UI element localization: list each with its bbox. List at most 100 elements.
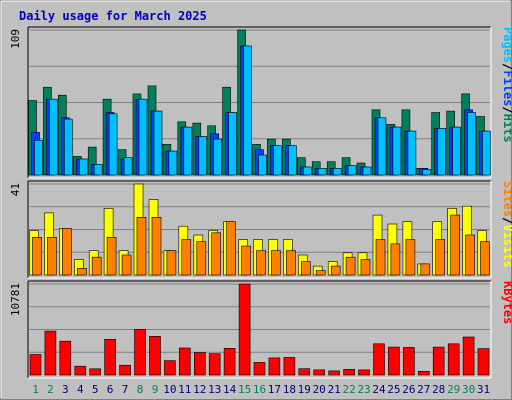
bar-sites-27 [420,263,431,276]
bar-sites-23 [360,259,371,276]
bar-sites-14 [226,221,236,276]
bar-kbytes-22 [343,368,355,376]
bar-sites-18 [286,250,296,276]
x-tick-label: 26 [402,383,415,396]
legend-item: Sites [501,181,512,217]
y-max-label: 41 [9,183,22,196]
x-tick-label: 22 [342,383,355,396]
x-tick-label: 19 [298,383,311,396]
bar-pages-24 [377,117,387,176]
legend-item: KBytes [501,281,512,324]
bar-pages-9 [153,110,163,176]
bar-kbytes-6 [104,338,116,376]
x-tick-label: 6 [107,383,114,396]
x-tick-label: 7 [122,383,129,396]
x-tick-label: 11 [178,383,191,396]
bar-pages-19 [302,166,312,176]
bar-sites-16 [256,250,266,276]
bar-sites-31 [480,241,490,276]
bar-pages-6 [108,113,118,176]
bar-pages-12 [198,136,208,176]
bar-sites-7 [121,254,132,276]
x-tick-label: 14 [223,383,237,396]
bar-kbytes-20 [313,369,326,376]
bar-kbytes-30 [462,336,475,376]
bar-sites-17 [271,250,281,276]
bar-pages-4 [79,158,88,176]
x-tick-label: 27 [417,383,430,396]
x-tick-label: 8 [137,383,144,396]
legend-item: Pages [501,27,512,63]
bar-pages-21 [332,168,342,176]
legend-item: Hits [501,114,512,143]
bar-kbytes-12 [194,352,206,376]
panel-visits-sites: 41 Sites/Visits [9,180,512,279]
bar-sites-2 [47,237,57,276]
x-tick-label: 4 [77,383,84,396]
bar-pages-11 [183,126,193,176]
bar-pages-27 [422,169,432,176]
bar-kbytes-26 [403,347,415,376]
x-tick-label: 5 [92,383,99,396]
x-tick-label: 31 [477,383,490,396]
bar-sites-21 [330,265,341,276]
bar-pages-13 [213,138,222,176]
legend: Sites/Visits [501,181,512,268]
bar-kbytes-3 [59,340,72,376]
bar-sites-25 [390,243,401,276]
bar-kbytes-29 [447,343,460,376]
bar-sites-6 [106,237,117,276]
x-tick-label: 3 [62,383,69,396]
x-tick-label: 23 [357,383,370,396]
bar-sites-28 [435,239,446,276]
bar-pages-14 [228,112,237,176]
bar-pages-29 [452,126,462,176]
bar-kbytes-15 [238,283,251,376]
x-tick-label: 17 [268,383,281,396]
bar-pages-8 [138,98,148,176]
panel-kbytes: 10781 KBytes [9,280,512,379]
x-tick-label: 15 [238,383,251,396]
bar-sites-26 [405,239,416,276]
x-tick-label: 30 [462,383,475,396]
legend-item: Files [501,70,512,106]
x-tick-label: 13 [208,383,221,396]
legend-separator: / [501,217,512,224]
legend: KBytes [501,281,512,324]
bar-kbytes-19 [298,368,311,376]
bar-pages-5 [93,164,103,176]
bar-kbytes-31 [477,348,490,376]
bar-kbytes-9 [149,335,161,376]
x-tick-label: 1 [32,383,39,396]
chart-title: Daily usage for March 2025 [19,9,207,23]
bar-kbytes-25 [388,346,400,376]
bar-pages-7 [123,157,133,176]
bar-kbytes-11 [179,347,191,376]
bar-pages-10 [168,150,178,176]
bar-kbytes-24 [373,343,385,376]
bar-sites-15 [241,245,251,276]
legend-item: Visits [501,224,512,267]
x-tick-label: 24 [372,383,386,396]
bar-sites-24 [375,239,386,276]
bar-kbytes-7 [119,364,131,376]
x-tick-label: 2 [47,383,54,396]
bar-kbytes-10 [164,360,176,376]
bar-sites-9 [151,217,162,276]
bar-pages-26 [407,130,417,176]
bar-pages-18 [288,145,297,176]
bar-sites-29 [450,214,461,276]
x-tick-label: 10 [163,383,176,396]
bar-kbytes-4 [74,365,87,376]
legend: Pages/Files/Hits [501,27,512,143]
y-max-label: 109 [9,29,22,49]
legend-separator: / [501,63,512,70]
y-max-label: 10781 [9,283,22,316]
bar-sites-3 [61,228,72,276]
x-tick-label: 25 [387,383,400,396]
bar-pages-25 [392,126,402,176]
x-tick-label: 20 [313,383,326,396]
bar-kbytes-14 [223,347,236,376]
bar-pages-28 [437,128,447,176]
